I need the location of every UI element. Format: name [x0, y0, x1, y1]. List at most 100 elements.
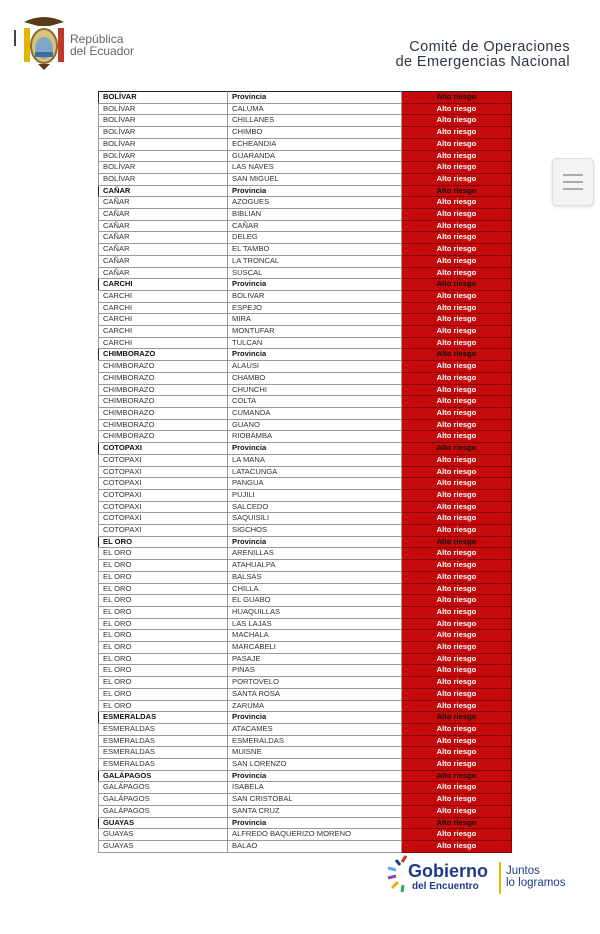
canton-cell: PUJILI — [227, 488, 402, 502]
risk-level-cell: Alto riesgo — [401, 781, 512, 795]
slogan: Juntos lo logramos — [506, 865, 565, 889]
table-row: CHIMBORAZO GUANO Alto riesgo — [98, 418, 512, 432]
province-cell: CAÑAR — [98, 184, 228, 198]
risk-level-cell: Alto riesgo — [401, 360, 512, 373]
table-row: EL ORO CHILLA Alto riesgo — [98, 582, 512, 596]
canton-cell: Provincia — [227, 184, 402, 198]
risk-level-cell: Alto riesgo — [401, 676, 512, 689]
province-cell: EL ORO — [98, 664, 228, 678]
province-cell: CHIMBORAZO — [98, 348, 228, 362]
province-header-row: GALÁPAGOS Provincia Alto riesgo — [98, 769, 512, 783]
risk-level-cell: Alto riesgo — [401, 711, 512, 724]
canton-cell: BOLIVAR — [227, 289, 402, 303]
canton-cell: Provincia — [227, 535, 402, 549]
canton-cell: MONTUFAR — [227, 325, 402, 338]
risk-level-cell: Alto riesgo — [401, 629, 512, 643]
province-cell: CHIMBORAZO — [98, 430, 228, 444]
table-row: ESMERALDAS SAN LORENZO Alto riesgo — [98, 758, 512, 771]
canton-cell: SANTA CRUZ — [227, 804, 402, 818]
canton-cell: EL GUABO — [227, 594, 402, 607]
risk-level-cell: Alto riesgo — [401, 149, 512, 163]
risk-level-cell: Alto riesgo — [401, 348, 512, 362]
canton-cell: Provincia — [227, 348, 402, 362]
canton-cell: LA MANA — [227, 453, 402, 467]
table-row: COTOPAXI SIGCHOS Alto riesgo — [98, 524, 512, 537]
province-cell: EL ORO — [98, 652, 228, 666]
province-cell: EL ORO — [98, 617, 228, 631]
table-row: CHIMBORAZO RIOBAMBA Alto riesgo — [98, 430, 512, 444]
table-row: EL ORO HUAQUILLAS Alto riesgo — [98, 605, 512, 619]
table-row: CARCHI ESPEJO Alto riesgo — [98, 301, 512, 315]
table-row: ESMERALDAS ATACAMES Alto riesgo — [98, 722, 512, 736]
province-cell: CARCHI — [98, 289, 228, 303]
table-row: BOLÍVAR CALUMA Alto riesgo — [98, 102, 512, 116]
province-cell: GUAYAS — [98, 840, 228, 853]
province-cell: EL ORO — [98, 687, 228, 701]
risk-level-cell: Alto riesgo — [401, 371, 512, 385]
province-header-row: COTOPAXI Provincia Alto riesgo — [98, 442, 512, 455]
province-cell: CHIMBORAZO — [98, 383, 228, 397]
canton-cell: EL TAMBO — [227, 243, 402, 256]
province-cell: ESMERALDAS — [98, 722, 228, 736]
canton-cell: CHUNCHI — [227, 383, 402, 397]
province-cell: EL ORO — [98, 629, 228, 643]
canton-cell: LAS NAVES — [227, 161, 402, 174]
canton-cell: MARCABELI — [227, 641, 402, 654]
canton-cell: PORTOVELO — [227, 676, 402, 689]
canton-cell: ATACAMES — [227, 722, 402, 736]
risk-level-cell: Alto riesgo — [401, 289, 512, 303]
province-cell: EL ORO — [98, 535, 228, 549]
canton-cell: Provincia — [227, 769, 402, 783]
province-cell: GUAYAS — [98, 816, 228, 830]
risk-level-cell: Alto riesgo — [401, 184, 512, 198]
canton-cell: AZOGUES — [227, 196, 402, 210]
province-header-row: CAÑAR Provincia Alto riesgo — [98, 184, 512, 198]
risk-level-cell: Alto riesgo — [401, 746, 512, 760]
risk-level-cell: Alto riesgo — [401, 641, 512, 654]
sunburst-icon — [387, 855, 408, 893]
risk-level-cell: Alto riesgo — [401, 769, 512, 783]
province-header-row: CHIMBORAZO Provincia Alto riesgo — [98, 348, 512, 362]
risk-level-cell: Alto riesgo — [401, 430, 512, 444]
province-cell: BOLÍVAR — [98, 114, 228, 128]
risk-level-cell: Alto riesgo — [401, 196, 512, 210]
canton-cell: SAN MIGUEL — [227, 172, 402, 186]
risk-level-cell: Alto riesgo — [401, 91, 512, 104]
canton-cell: RIOBAMBA — [227, 430, 402, 444]
canton-cell: ALFREDO BAQUERIZO MORENO — [227, 828, 402, 841]
canton-cell: Provincia — [227, 442, 402, 455]
table-row: EL ORO MARCABELI Alto riesgo — [98, 641, 512, 654]
province-cell: CHIMBORAZO — [98, 418, 228, 432]
canton-cell: ARENILLAS — [227, 547, 402, 561]
canton-cell: Provincia — [227, 711, 402, 724]
risk-level-cell: Alto riesgo — [401, 126, 512, 139]
table-row: COTOPAXI LA MANA Alto riesgo — [98, 453, 512, 467]
province-header-row: EL ORO Provincia Alto riesgo — [98, 535, 512, 549]
province-header-row: ESMERALDAS Provincia Alto riesgo — [98, 711, 512, 724]
canton-cell: LA TRONCAL — [227, 254, 402, 268]
risk-level-cell: Alto riesgo — [401, 840, 512, 853]
gobierno-text: Gobierno — [408, 861, 488, 881]
table-row: EL ORO EL GUABO Alto riesgo — [98, 594, 512, 607]
canton-cell: CUMANDA — [227, 406, 402, 420]
risk-level-cell: Alto riesgo — [401, 500, 512, 514]
canton-cell: CALUMA — [227, 102, 402, 116]
canton-cell: SALCEDO — [227, 500, 402, 514]
table-row: CHIMBORAZO CHUNCHI Alto riesgo — [98, 383, 512, 397]
canton-cell: SUSCAL — [227, 266, 402, 280]
province-cell: EL ORO — [98, 699, 228, 713]
province-cell: CHIMBORAZO — [98, 371, 228, 385]
risk-level-cell: Alto riesgo — [401, 325, 512, 338]
province-cell: CARCHI — [98, 325, 228, 338]
risk-level-cell: Alto riesgo — [401, 617, 512, 631]
province-cell: ESMERALDAS — [98, 758, 228, 771]
floating-menu-button[interactable] — [552, 158, 594, 206]
canton-cell: MUISNE — [227, 746, 402, 760]
risk-level-cell: Alto riesgo — [401, 266, 512, 280]
canton-cell: SANTA ROSA — [227, 687, 402, 701]
province-cell: COTOPAXI — [98, 524, 228, 537]
risk-level-cell: Alto riesgo — [401, 722, 512, 736]
province-cell: GUAYAS — [98, 828, 228, 841]
table-row: COTOPAXI LATACUNGA Alto riesgo — [98, 465, 512, 479]
province-cell: EL ORO — [98, 559, 228, 572]
